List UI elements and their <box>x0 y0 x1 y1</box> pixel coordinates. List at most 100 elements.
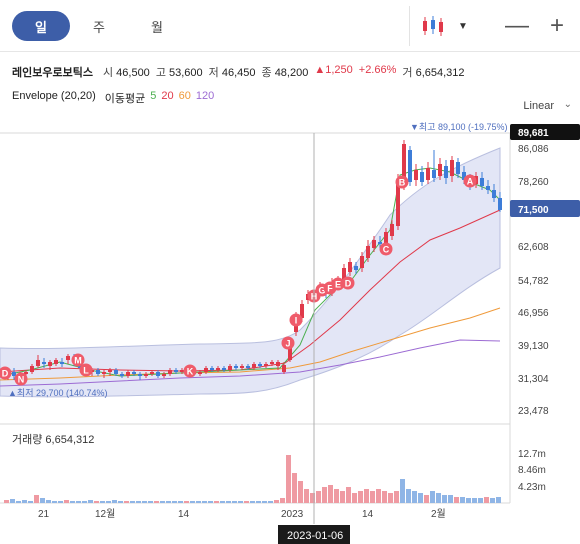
signal-marker[interactable] <box>341 276 355 290</box>
signal-marker[interactable] <box>395 175 409 189</box>
volume-bar <box>466 498 471 503</box>
price-tick: 86,086 <box>518 144 549 155</box>
candle-body <box>282 365 286 372</box>
price-tick: 31,304 <box>518 374 549 385</box>
signal-marker[interactable] <box>281 336 295 350</box>
volume-bar <box>484 497 489 503</box>
volume-bar <box>226 501 231 503</box>
volume-bar <box>100 501 105 503</box>
volume-bar <box>388 493 393 503</box>
candle-body <box>108 370 112 372</box>
candle-body <box>132 372 136 374</box>
quote-summary: 레인보우로보틱스 시 46,500 고 53,600 저 46,450 종 48… <box>12 64 465 80</box>
volume-bar <box>418 493 423 503</box>
candle-body <box>36 360 40 366</box>
candle-body <box>210 368 214 370</box>
volume-bar <box>232 501 237 503</box>
candle-body <box>216 368 220 370</box>
candle-body <box>270 362 274 364</box>
chevron-down-icon[interactable]: ⌄ <box>563 99 572 110</box>
candle-body <box>402 144 406 185</box>
ma-label: 이동평균 <box>104 93 146 105</box>
signal-marker[interactable] <box>463 174 477 188</box>
candle-body <box>258 364 262 366</box>
candle-body <box>30 366 34 372</box>
volume-tick: 8.46m <box>518 465 546 476</box>
volume-bar <box>334 489 339 503</box>
signal-marker-label: L <box>83 366 89 376</box>
volume-bar <box>166 501 171 503</box>
candle-body <box>24 372 28 374</box>
signal-marker[interactable] <box>14 372 28 386</box>
signal-marker[interactable] <box>183 364 197 378</box>
last-price-badge-text: 71,500 <box>518 205 549 216</box>
chart-toolbar: 일 주 월 ▼ — + <box>0 0 580 52</box>
volume-bar <box>220 501 225 503</box>
change-value: ▲1,250 <box>314 64 353 76</box>
volume-bar <box>34 495 39 503</box>
candle-body <box>426 168 430 180</box>
candle-body <box>378 242 382 244</box>
signal-marker[interactable] <box>71 353 85 367</box>
volume-bar <box>118 501 123 503</box>
zoom-out-button[interactable]: — <box>505 12 529 39</box>
volume-bar <box>436 493 441 503</box>
volume-bar <box>280 498 285 503</box>
low-label: 저 <box>208 67 219 79</box>
candle-body <box>144 374 148 376</box>
price-tick: 78,260 <box>518 177 549 188</box>
volume-bar <box>142 501 147 503</box>
candle-body <box>198 372 202 374</box>
volume-bar <box>394 491 399 503</box>
ma20-line <box>0 209 501 373</box>
chevron-down-icon: ▼ <box>458 20 468 32</box>
signal-marker-label: N <box>18 375 25 385</box>
signal-marker[interactable] <box>79 363 93 377</box>
signal-marker-label: M <box>74 356 82 366</box>
candle-body <box>54 360 58 364</box>
volume-bar <box>406 489 411 503</box>
period-tabs: 일 주 월 <box>12 11 186 41</box>
candle-body <box>150 372 154 374</box>
signal-marker[interactable] <box>379 242 393 256</box>
volume-bar <box>376 489 381 503</box>
scale-select[interactable]: Linear <box>523 100 554 112</box>
signal-marker-label: I <box>295 316 298 326</box>
candle-body <box>162 374 166 376</box>
candle-body <box>120 374 124 376</box>
candle-body <box>432 170 436 178</box>
candle-body <box>342 268 346 282</box>
low-value: 46,450 <box>221 67 256 79</box>
volume-bar <box>412 491 417 503</box>
toolbar-divider <box>409 6 410 46</box>
volume-title: 거래량 6,654,312 <box>12 434 95 446</box>
high-value: 53,600 <box>169 67 203 79</box>
tab-week[interactable]: 주 <box>93 19 105 35</box>
zoom-in-button[interactable]: + <box>549 12 564 39</box>
candle-body <box>204 368 208 372</box>
candle-body <box>348 262 352 272</box>
signal-marker[interactable] <box>289 313 303 327</box>
volume-bar <box>298 481 303 503</box>
volume-bar <box>448 495 453 503</box>
volume-bar <box>430 491 435 503</box>
signal-marker[interactable] <box>331 277 345 291</box>
candle-body <box>246 366 250 368</box>
price-tick: 62,608 <box>518 242 549 253</box>
volume-bar <box>10 499 15 503</box>
candle-body <box>222 368 226 370</box>
volume-bar <box>46 500 51 503</box>
volume-bar <box>328 485 333 503</box>
signal-marker[interactable] <box>0 366 12 380</box>
volume-bar <box>442 495 447 503</box>
candle-body <box>60 362 64 364</box>
volume-bar <box>214 501 219 503</box>
candle-body <box>138 374 142 376</box>
chart-type-button[interactable]: ▼ <box>420 12 480 40</box>
tab-day[interactable]: 일 <box>12 11 70 41</box>
volume-bar <box>28 501 33 503</box>
indicator-legend[interactable]: Envelope (20,20) 이동평균 5 20 60 120 <box>12 90 214 106</box>
tab-month[interactable]: 월 <box>151 19 163 35</box>
candle-body <box>396 180 400 226</box>
